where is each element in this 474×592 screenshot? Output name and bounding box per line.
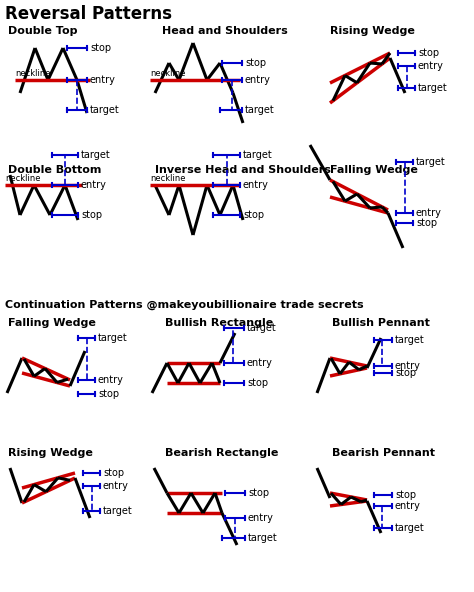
Text: target: target (418, 83, 448, 93)
Text: Inverse Head and Shoulders: Inverse Head and Shoulders (155, 165, 331, 175)
Text: stop: stop (245, 58, 266, 68)
Text: Rising Wedge: Rising Wedge (8, 448, 93, 458)
Text: stop: stop (247, 378, 268, 388)
Text: neckline: neckline (15, 69, 51, 78)
Text: stop: stop (416, 218, 437, 228)
Text: Double Bottom: Double Bottom (8, 165, 101, 175)
Text: entry: entry (248, 513, 274, 523)
Text: stop: stop (90, 43, 111, 53)
Text: Bearish Pennant: Bearish Pennant (332, 448, 435, 458)
Text: target: target (243, 150, 273, 160)
Text: stop: stop (243, 210, 264, 220)
Text: target: target (98, 333, 128, 343)
Text: stop: stop (81, 210, 102, 220)
Text: Continuation Patterns @makeyoubillionaire trade secrets: Continuation Patterns @makeyoubillionair… (5, 300, 364, 310)
Text: neckline: neckline (150, 174, 185, 183)
Text: entry: entry (90, 75, 116, 85)
Text: entry: entry (103, 481, 129, 491)
Text: entry: entry (243, 180, 269, 190)
Text: Rising Wedge: Rising Wedge (330, 26, 415, 36)
Text: Double Top: Double Top (8, 26, 78, 36)
Text: Falling Wedge: Falling Wedge (330, 165, 418, 175)
Text: entry: entry (395, 361, 421, 371)
Text: neckline: neckline (150, 69, 185, 78)
Text: stop: stop (103, 468, 124, 478)
Text: entry: entry (81, 180, 107, 190)
Text: entry: entry (247, 358, 273, 368)
Text: stop: stop (418, 48, 439, 58)
Text: entry: entry (245, 75, 271, 85)
Text: entry: entry (416, 208, 442, 218)
Text: target: target (395, 335, 425, 345)
Text: entry: entry (98, 375, 124, 385)
Text: target: target (90, 105, 120, 115)
Text: Bullish Rectangle: Bullish Rectangle (165, 318, 273, 328)
Text: target: target (395, 523, 425, 533)
Text: stop: stop (395, 368, 416, 378)
Text: target: target (416, 157, 446, 167)
Text: target: target (103, 506, 133, 516)
Text: target: target (245, 105, 275, 115)
Text: stop: stop (395, 490, 416, 500)
Text: entry: entry (395, 501, 421, 511)
Text: Bearish Rectangle: Bearish Rectangle (165, 448, 278, 458)
Text: stop: stop (248, 488, 269, 498)
Text: Bullish Pennant: Bullish Pennant (332, 318, 430, 328)
Text: target: target (247, 323, 277, 333)
Text: Head and Shoulders: Head and Shoulders (162, 26, 288, 36)
Text: neckline: neckline (5, 174, 40, 183)
Text: Falling Wedge: Falling Wedge (8, 318, 96, 328)
Text: target: target (81, 150, 111, 160)
Text: Reversal Patterns: Reversal Patterns (5, 5, 172, 23)
Text: target: target (248, 533, 278, 543)
Text: stop: stop (98, 389, 119, 399)
Text: entry: entry (418, 61, 444, 71)
